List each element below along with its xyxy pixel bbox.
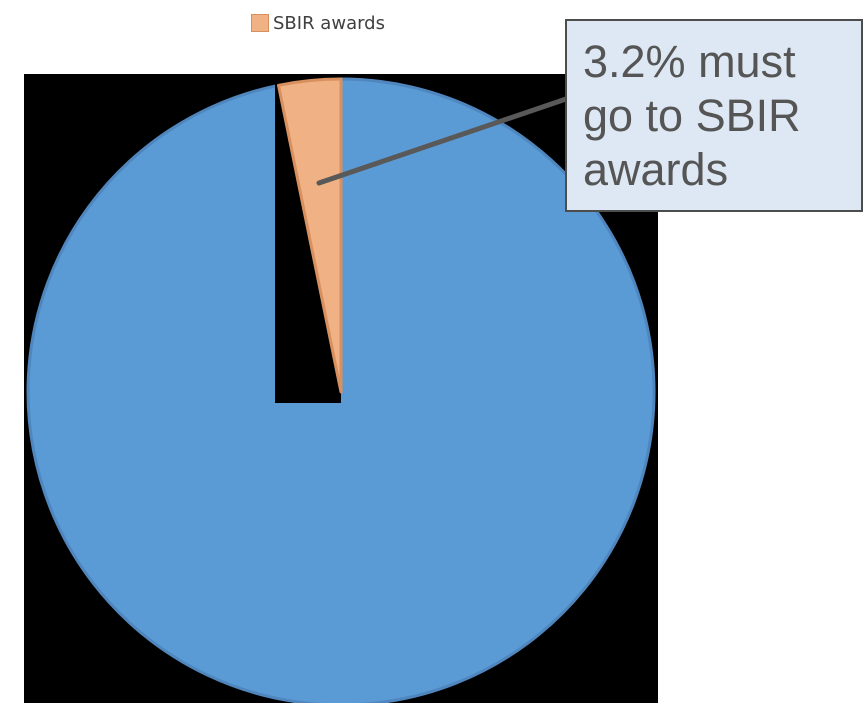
legend-swatch-sbir-awards <box>251 14 269 32</box>
pie-slice-sbir-awards-foreground <box>276 77 343 394</box>
callout-annotation: 3.2% must go to SBIR awards <box>565 19 863 212</box>
callout-leader-line <box>316 96 569 186</box>
chart-legend: SBIR awards <box>251 10 385 36</box>
legend-label-sbir-awards: SBIR awards <box>273 12 385 34</box>
